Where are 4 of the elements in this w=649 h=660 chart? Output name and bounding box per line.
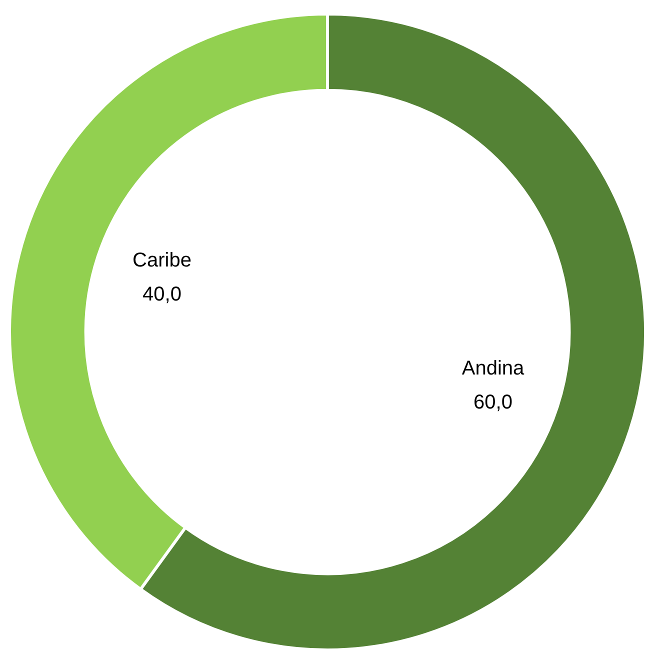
data-label: 40,0 — [142, 284, 182, 306]
slice-label: Andina — [462, 357, 526, 380]
data-label: 60,0 — [474, 391, 512, 414]
slice-label: Caribe — [132, 250, 192, 272]
